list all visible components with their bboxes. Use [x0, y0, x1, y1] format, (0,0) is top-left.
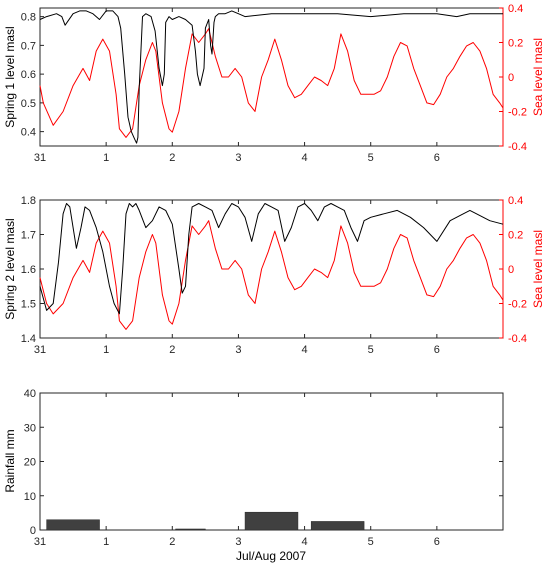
- spring1-sea-y-tick-label: -0.4: [508, 141, 527, 153]
- rainfall-bar: [244, 511, 299, 531]
- rainfall-x-tick-label: 31: [34, 536, 46, 548]
- spring1-sea-ylabel: Sea level masl: [531, 38, 545, 116]
- rainfall-bar: [175, 528, 206, 531]
- spring1-y-tick-label: 0.8: [21, 12, 36, 24]
- rainfall-x-tick-label: 3: [235, 536, 241, 548]
- rainfall-y-tick-label: 30: [24, 422, 36, 434]
- rainfall-bar: [310, 521, 365, 531]
- spring1-level-line: [39, 10, 503, 144]
- spring2-y-tick-label: 1.7: [21, 230, 36, 242]
- rainfall-x-tick-label: 4: [302, 536, 308, 548]
- rainfall-x-tick-label: 1: [103, 536, 109, 548]
- spring1-sea-y-tick-label: -0.2: [508, 107, 527, 119]
- spring2-sea-y-tick-label: 0.2: [508, 230, 523, 242]
- spring1-sea-y-tick-label: 0: [508, 72, 514, 84]
- spring1-x-tick-label: 5: [368, 152, 374, 164]
- spring2-x-tick-label: 1: [103, 344, 109, 356]
- rainfall-ylabel: Rainfall mm: [3, 429, 17, 492]
- spring2-x-tick-label: 2: [169, 344, 175, 356]
- rainfall-panel: Rainfall mm Jul/Aug 2007 31 1 2 3 4 5 6 0 10 20 30…: [3, 388, 504, 563]
- spring1-sea-y-tick-label: 0.4: [508, 3, 523, 15]
- spring1-y-tick-label: 0.5: [21, 98, 36, 110]
- spring1-y-tick-label: 0.6: [21, 69, 36, 81]
- spring1-y-tick-label: 0.7: [21, 40, 36, 52]
- spring1-x-tick-label: 3: [235, 152, 241, 164]
- spring2-y-tick-label: 1.4: [21, 333, 36, 345]
- spring2-sea-y-tick-label: -0.2: [508, 299, 527, 311]
- rainfall-x-tick-label: 2: [169, 536, 175, 548]
- spring1-sea-y-tick-label: 0.2: [508, 38, 523, 50]
- spring2-x-tick-label: 5: [368, 344, 374, 356]
- rainfall-xlabel: Jul/Aug 2007: [236, 549, 306, 563]
- spring2-sea-y-tick-label: -0.4: [508, 333, 527, 345]
- spring2-x-tick-label: 31: [34, 344, 46, 356]
- rainfall-y-tick-label: 10: [24, 491, 36, 503]
- rainfall-y-tick-label: 40: [24, 388, 36, 400]
- spring2-sea-level-line: [39, 220, 504, 330]
- spring1-ylabel: Spring 1 level masl: [3, 26, 17, 127]
- spring1-y-tick-label: 0.4: [21, 127, 36, 139]
- spring2-sea-ylabel: Sea level masl: [531, 230, 545, 308]
- spring1-x-tick-label: 4: [302, 152, 308, 164]
- spring2-ylabel: Spring 2 level masl: [3, 218, 17, 319]
- spring1-x-tick-label: 1: [103, 152, 109, 164]
- spring1-x-tick-label: 2: [169, 152, 175, 164]
- spring2-x-tick-label: 6: [434, 344, 440, 356]
- spring2-level-line: [39, 203, 504, 315]
- spring2-sea-y-tick-label: 0: [508, 264, 514, 276]
- spring2-y-tick-label: 1.6: [21, 264, 36, 276]
- rainfall-x-tick-label: 5: [368, 536, 374, 548]
- rainfall-bar: [46, 519, 100, 531]
- spring2-sea-y-tick-label: 0.4: [508, 195, 523, 207]
- spring2-x-tick-label: 3: [235, 344, 241, 356]
- rainfall-y-tick-label: 0: [30, 525, 36, 537]
- spring1-sea-level-line: [39, 28, 504, 138]
- spring1-panel: Spring 1 level masl Sea level masl 31 1 2 3…: [3, 3, 545, 164]
- spring2-y-tick-label: 1.5: [21, 299, 36, 311]
- rainfall-y-tick-label: 20: [24, 457, 36, 469]
- rainfall-x-tick-label: 6: [434, 536, 440, 548]
- spring2-x-tick-label: 4: [302, 344, 308, 356]
- spring2-y-tick-label: 1.8: [21, 195, 36, 207]
- spring1-x-tick-label: 31: [34, 152, 46, 164]
- spring2-panel: Spring 2 level masl Sea level masl 31 1 2 3…: [3, 195, 545, 356]
- spring1-x-tick-label: 6: [434, 152, 440, 164]
